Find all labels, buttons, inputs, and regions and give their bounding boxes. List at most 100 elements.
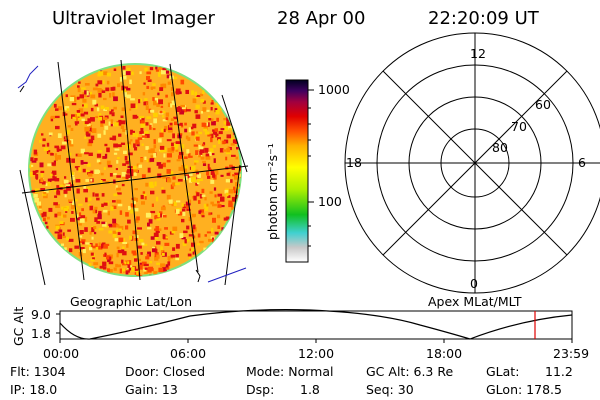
disk-speckle xyxy=(104,143,108,147)
disk-speckle xyxy=(160,263,165,268)
disk-speckle xyxy=(200,99,205,103)
disk-speckle xyxy=(204,197,207,201)
disk-speckle xyxy=(125,160,129,165)
disk-speckle xyxy=(232,139,238,144)
disk-speckle xyxy=(82,168,86,173)
disk-speckle xyxy=(54,178,60,182)
disk-speckle xyxy=(148,219,153,224)
disk-speckle xyxy=(208,151,212,156)
disk-speckle xyxy=(80,215,86,218)
disk-speckle xyxy=(226,172,230,176)
disk-speckle xyxy=(154,98,158,103)
disk-speckle xyxy=(184,204,187,207)
disk-speckle xyxy=(194,162,197,165)
disk-speckle xyxy=(113,106,117,110)
disk-speckle xyxy=(213,158,216,163)
disk-speckle xyxy=(126,94,131,99)
disk-speckle xyxy=(111,205,117,209)
disk-speckle xyxy=(96,153,102,158)
disk-speckle xyxy=(118,237,124,243)
disk-speckle xyxy=(47,163,53,167)
disk-speckle xyxy=(152,83,156,86)
disk-speckle xyxy=(144,131,149,135)
disk-speckle xyxy=(159,110,163,114)
disk-speckle xyxy=(79,218,85,223)
disk-speckle xyxy=(78,203,83,206)
disk-speckle xyxy=(147,167,151,173)
disk-speckle xyxy=(54,213,58,218)
disk-speckle xyxy=(181,164,186,169)
disk-speckle xyxy=(82,98,87,103)
disk-speckle xyxy=(109,137,114,140)
disk-speckle xyxy=(185,201,191,206)
disk-speckle xyxy=(184,239,187,244)
disk-speckle xyxy=(235,194,240,199)
disk-speckle xyxy=(212,131,218,135)
disk-speckle xyxy=(147,251,151,256)
disk-speckle xyxy=(56,188,59,193)
disk-speckle xyxy=(113,267,117,271)
disk-speckle xyxy=(146,71,152,75)
disk-speckle xyxy=(89,247,93,251)
disk-speckle xyxy=(61,243,64,246)
mode-value: Mode: Normal xyxy=(246,364,334,379)
disk-speckle xyxy=(160,148,164,153)
disk-speckle xyxy=(65,94,68,98)
disk-speckle xyxy=(186,149,190,154)
disk-speckle xyxy=(187,253,192,257)
disk-speckle xyxy=(163,128,166,133)
door-status: Door: Closed xyxy=(125,364,206,379)
disk-speckle xyxy=(149,181,154,187)
disk-speckle xyxy=(70,176,75,181)
disk-speckle xyxy=(139,239,144,243)
disk-speckle xyxy=(127,141,132,146)
disk-speckle xyxy=(136,275,141,276)
disk-speckle xyxy=(195,136,200,141)
disk-speckle xyxy=(116,187,121,191)
disk-speckle xyxy=(160,105,164,108)
disk-speckle xyxy=(82,104,86,107)
disk-speckle xyxy=(57,211,62,216)
disk-speckle xyxy=(136,216,140,221)
disk-speckle xyxy=(153,232,159,237)
disk-speckle xyxy=(115,168,118,171)
disk-speckle xyxy=(218,139,221,144)
disk-speckle xyxy=(211,118,214,122)
disk-speckle xyxy=(210,170,215,175)
disk-speckle xyxy=(55,115,60,119)
disk-speckle xyxy=(142,92,146,96)
disk-speckle xyxy=(125,225,129,230)
disk-speckle xyxy=(147,222,150,227)
disk-speckle xyxy=(107,211,110,216)
disk-speckle xyxy=(122,241,128,244)
disk-speckle xyxy=(70,127,74,131)
disk-speckle xyxy=(172,133,175,139)
disk-speckle xyxy=(57,133,62,138)
disk-speckle xyxy=(135,235,139,240)
disk-speckle xyxy=(66,186,71,191)
disk-speckle xyxy=(230,179,233,183)
disk-speckle xyxy=(77,85,80,88)
disk-speckle xyxy=(112,218,117,224)
disk-speckle xyxy=(166,194,171,200)
disk-speckle xyxy=(104,153,108,159)
disk-speckle xyxy=(144,267,150,270)
disk-speckle xyxy=(67,229,71,232)
disk-speckle xyxy=(32,171,37,175)
disk-speckle xyxy=(164,227,168,230)
colorbar-tick-100: 100 xyxy=(318,194,342,209)
disk-speckle xyxy=(161,250,164,253)
disk-speckle xyxy=(137,228,141,231)
disk-speckle xyxy=(207,163,210,169)
disk-speckle xyxy=(152,246,156,250)
disk-speckle xyxy=(80,148,85,154)
disk-speckle xyxy=(184,128,188,133)
disk-speckle xyxy=(210,137,213,143)
disk-speckle xyxy=(55,108,59,111)
disk-speckle xyxy=(63,207,69,212)
disk-speckle xyxy=(71,102,77,106)
disk-speckle xyxy=(150,155,156,159)
disk-speckle xyxy=(113,152,118,155)
disk-speckle xyxy=(195,150,199,155)
disk-speckle xyxy=(57,234,63,240)
